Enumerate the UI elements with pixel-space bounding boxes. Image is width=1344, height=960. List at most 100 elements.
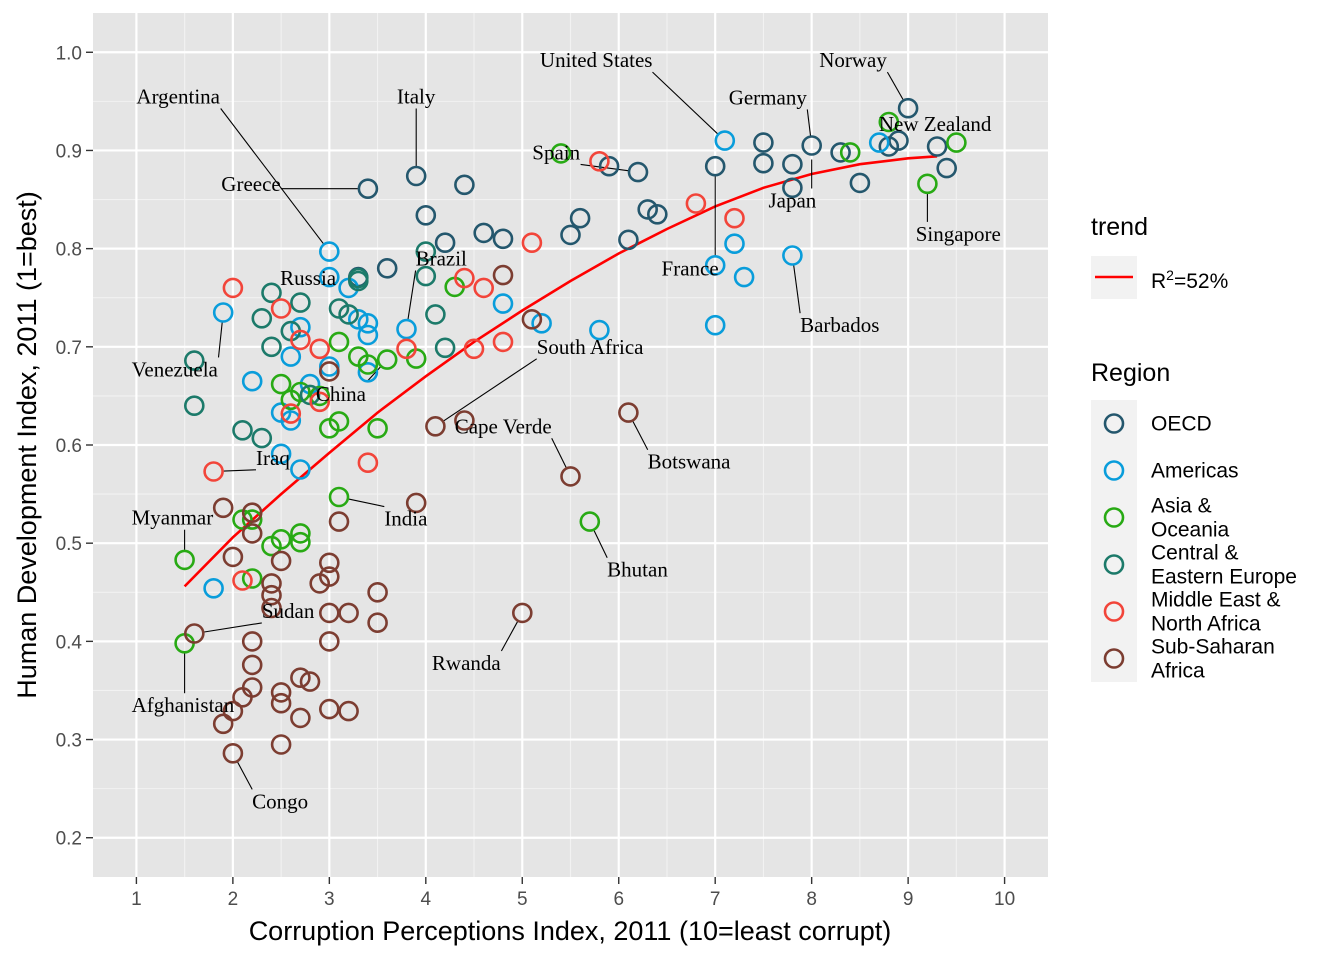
data-point [232, 570, 253, 591]
legend-region-label: OECD [1151, 413, 1212, 436]
data-point [309, 391, 331, 413]
data-point [174, 549, 195, 571]
label-leader-line [223, 469, 257, 472]
data-point [270, 528, 292, 550]
data-point [704, 155, 726, 177]
country-label: Italy [397, 84, 436, 108]
data-point [917, 173, 938, 195]
data-point [318, 566, 340, 587]
x-axis-title: Corruption Perceptions Index, 2011 (10=l… [249, 916, 892, 946]
data-point [936, 157, 958, 179]
data-point [290, 292, 311, 313]
data-point [376, 349, 398, 370]
data-point [560, 224, 581, 246]
data-point [232, 419, 253, 441]
data-point [357, 452, 379, 474]
country-label: Bhutan [607, 558, 668, 582]
data-point [589, 151, 610, 172]
data-point [627, 161, 649, 183]
country-label: Myanmar [132, 506, 214, 530]
data-point [511, 602, 533, 624]
x-tick-label: 3 [324, 889, 335, 910]
country-label: Singapore [916, 222, 1001, 246]
data-point [415, 265, 437, 287]
data-point [290, 531, 311, 553]
data-point [560, 466, 581, 487]
label-leader-line [220, 108, 324, 244]
data-point [849, 172, 871, 194]
data-point [261, 584, 282, 606]
data-point [290, 523, 311, 544]
y-tick-label: 0.5 [56, 534, 82, 555]
data-point [270, 734, 292, 755]
data-point [270, 373, 292, 395]
label-leader-line [500, 621, 518, 652]
data-point [212, 713, 234, 735]
legend-region-label: Americas [1151, 460, 1239, 483]
country-label: New Zealand [879, 112, 992, 136]
data-point [454, 267, 475, 289]
data-point [492, 264, 514, 286]
data-point [492, 228, 514, 250]
legend-region-label: Central & Eastern Europe [1151, 542, 1297, 589]
y-tick-label: 1.0 [56, 43, 82, 64]
data-point [290, 707, 311, 729]
x-tick-label: 6 [613, 889, 624, 910]
data-point [290, 459, 311, 480]
data-point [328, 411, 350, 432]
data-point [521, 232, 543, 253]
country-label: Cape Verde [455, 414, 552, 438]
data-point [704, 314, 726, 336]
data-point [425, 415, 446, 437]
data-point [290, 667, 311, 689]
data-point [222, 742, 244, 764]
data-point [184, 350, 205, 371]
y-tick-label: 0.7 [56, 338, 82, 359]
label-leader-line [793, 265, 801, 314]
data-point [261, 597, 282, 619]
legend-region-key [1103, 648, 1125, 669]
data-point [434, 337, 456, 359]
legend-region-key [1103, 507, 1125, 528]
country-label: United States [540, 48, 653, 72]
country-label: Greece [221, 172, 280, 196]
data-point [241, 677, 263, 698]
data-point [270, 298, 292, 319]
label-leader-line [366, 366, 381, 383]
country-label: Japan [768, 189, 816, 213]
data-point [318, 266, 340, 288]
data-point [338, 304, 359, 325]
data-point [357, 361, 379, 383]
legend-trend-title: trend [1091, 213, 1148, 241]
data-point [270, 682, 292, 703]
data-point [357, 312, 379, 334]
data-point [241, 654, 263, 676]
data-point [463, 338, 485, 360]
y-tick-label: 0.2 [56, 829, 82, 850]
label-leaders [184, 71, 928, 790]
data-point [261, 573, 282, 594]
x-tick-label: 4 [421, 889, 432, 910]
country-label: Congo [252, 789, 308, 813]
data-point [357, 324, 379, 346]
data-point [782, 177, 803, 199]
x-tick-label: 1 [131, 889, 142, 910]
data-point [261, 282, 282, 304]
data-point [434, 232, 456, 253]
country-label: Spain [532, 140, 580, 164]
legend-region-title: Region [1091, 359, 1170, 387]
x-tick-label: 9 [903, 889, 914, 910]
data-point [367, 581, 388, 603]
legend-region-key [1103, 460, 1125, 481]
country-label: South Africa [537, 335, 644, 359]
data-point [473, 277, 495, 299]
y-tick-label: 0.3 [56, 731, 82, 752]
country-label: Barbados [800, 313, 879, 337]
label-leader-line [806, 109, 812, 136]
data-point [270, 550, 292, 572]
data-point [405, 165, 427, 187]
country-label: Argentina [136, 84, 220, 108]
data-point [618, 229, 639, 251]
data-point [454, 174, 475, 196]
data-point [241, 509, 263, 530]
